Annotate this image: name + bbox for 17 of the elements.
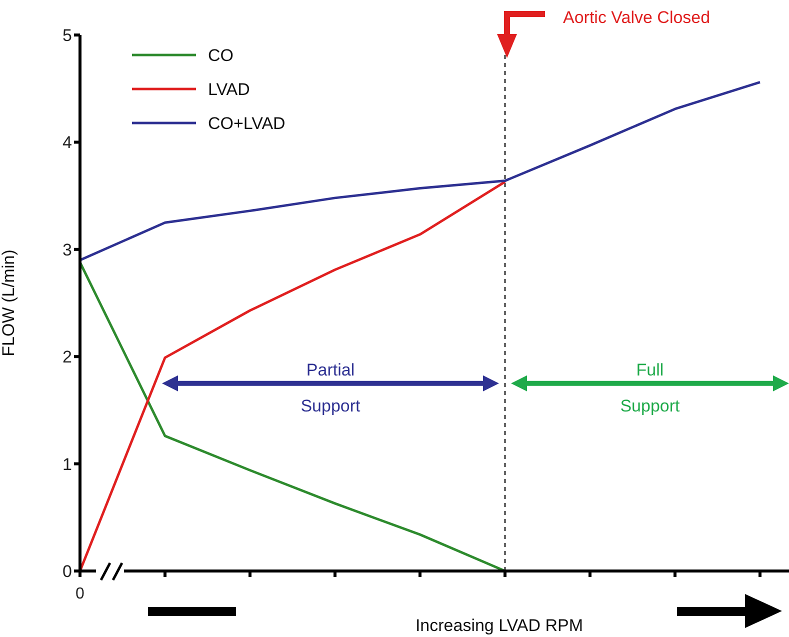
y-axis-title: FLOW (L/min) [0, 250, 18, 356]
line-series [78, 180, 506, 571]
y-tick-label: 4 [62, 133, 72, 152]
legend-label: CO [208, 46, 234, 65]
y-tick-label: 1 [62, 454, 72, 474]
annotation: Partial Support [300, 360, 361, 416]
legend-label: LVAD [208, 80, 250, 99]
text: Aortic Valve Closed [563, 8, 710, 27]
y-tick-label: 2 [62, 348, 72, 367]
line-series [78, 80, 762, 262]
x-axis-title: Increasing LVAD RPM [415, 616, 583, 635]
y-tick-label: 5 [62, 26, 72, 46]
y-tick-label: 3 [62, 240, 72, 260]
legend-label: CO+LVAD [208, 114, 286, 133]
y-tick-label: 0 [62, 562, 72, 582]
annotation: Full Support [620, 360, 680, 416]
line-series [78, 261, 506, 571]
